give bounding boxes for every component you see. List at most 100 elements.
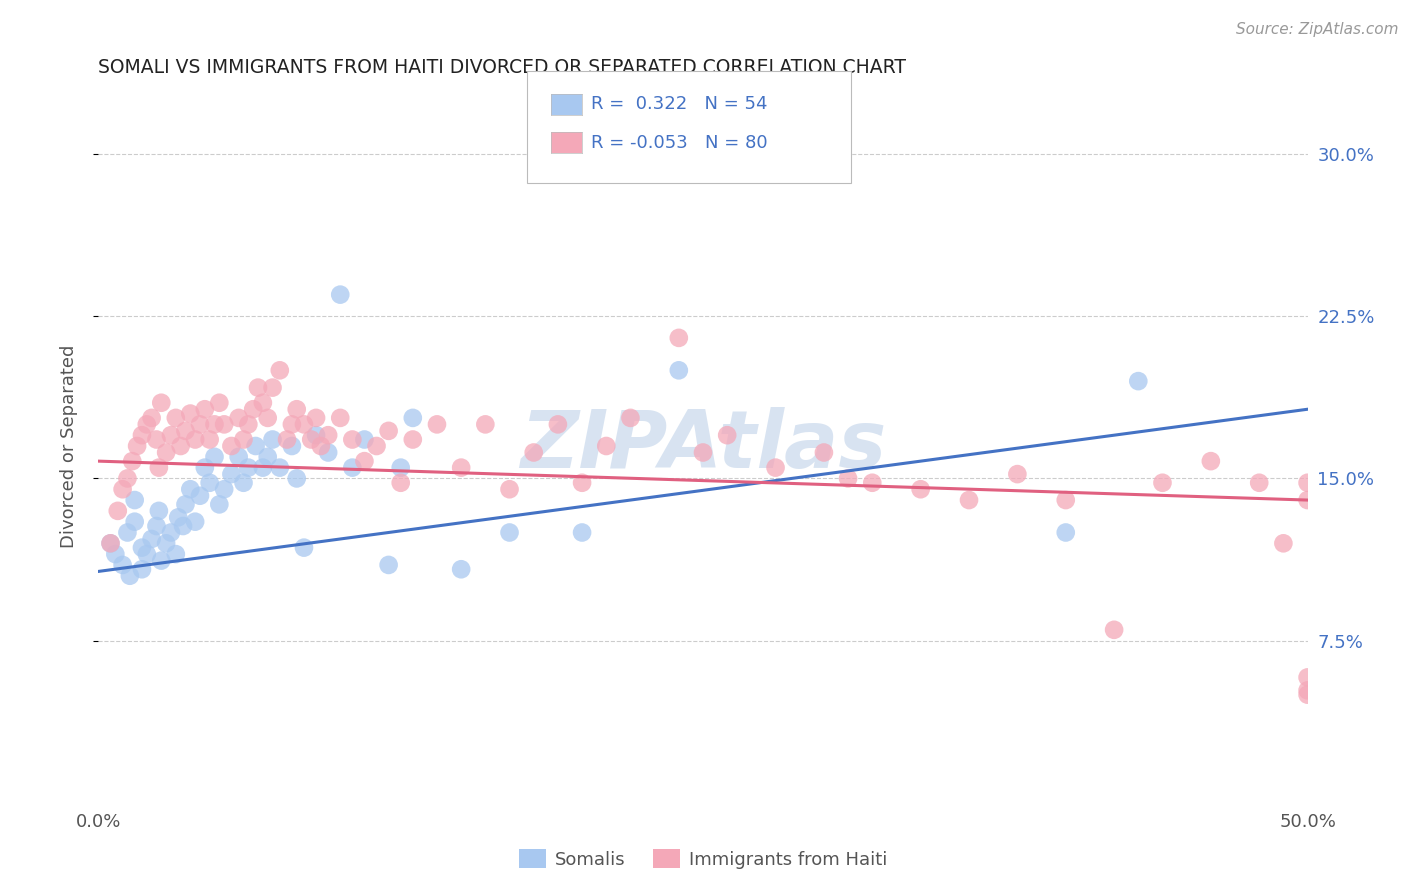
Point — [245, 439, 267, 453]
Point — [131, 428, 153, 442]
Point — [141, 410, 163, 425]
Point — [124, 493, 146, 508]
Point — [232, 433, 254, 447]
Point — [305, 410, 328, 425]
Point — [160, 428, 183, 442]
Point — [668, 331, 690, 345]
Point — [252, 460, 274, 475]
Point — [262, 381, 284, 395]
Text: R = -0.053   N = 80: R = -0.053 N = 80 — [591, 134, 768, 152]
Point — [179, 407, 201, 421]
Point — [145, 519, 167, 533]
Point — [619, 410, 641, 425]
Point — [292, 417, 315, 432]
Point — [377, 558, 399, 572]
Point — [242, 402, 264, 417]
Point — [167, 510, 190, 524]
Point — [450, 460, 472, 475]
Point — [1007, 467, 1029, 482]
Point — [221, 467, 243, 482]
Point — [124, 515, 146, 529]
Point — [100, 536, 122, 550]
Point — [366, 439, 388, 453]
Point — [148, 504, 170, 518]
Point — [204, 417, 226, 432]
Point — [402, 433, 425, 447]
Point — [172, 519, 194, 533]
Point — [668, 363, 690, 377]
Point — [498, 525, 520, 540]
Point — [174, 424, 197, 438]
Point — [281, 417, 304, 432]
Point — [426, 417, 449, 432]
Point — [377, 424, 399, 438]
Legend: Somalis, Immigrants from Haiti: Somalis, Immigrants from Haiti — [512, 842, 894, 876]
Point — [765, 460, 787, 475]
Point — [571, 525, 593, 540]
Point — [155, 536, 177, 550]
Point — [165, 410, 187, 425]
Point — [1128, 374, 1150, 388]
Point — [160, 525, 183, 540]
Point — [141, 532, 163, 546]
Point — [179, 482, 201, 496]
Point — [111, 558, 134, 572]
Point — [1296, 688, 1319, 702]
Point — [1054, 493, 1077, 508]
Text: ZIPAtlas: ZIPAtlas — [520, 407, 886, 485]
Point — [198, 475, 221, 490]
Point — [150, 396, 173, 410]
Point — [256, 410, 278, 425]
Point — [117, 525, 139, 540]
Point — [1102, 623, 1125, 637]
Point — [174, 497, 197, 511]
Point — [212, 417, 235, 432]
Point — [353, 433, 375, 447]
Point — [523, 445, 546, 459]
Point — [450, 562, 472, 576]
Point — [547, 417, 569, 432]
Point — [316, 445, 339, 459]
Point — [285, 471, 308, 485]
Point — [281, 439, 304, 453]
Point — [692, 445, 714, 459]
Point — [247, 381, 270, 395]
Point — [498, 482, 520, 496]
Text: Source: ZipAtlas.com: Source: ZipAtlas.com — [1236, 22, 1399, 37]
Point — [910, 482, 932, 496]
Point — [194, 402, 217, 417]
Point — [1296, 493, 1319, 508]
Point — [1272, 536, 1295, 550]
Point — [155, 445, 177, 459]
Point — [100, 536, 122, 550]
Point — [1296, 670, 1319, 684]
Point — [208, 497, 231, 511]
Point — [150, 553, 173, 567]
Point — [342, 460, 364, 475]
Point — [232, 475, 254, 490]
Point — [188, 417, 211, 432]
Point — [1249, 475, 1271, 490]
Point — [571, 475, 593, 490]
Point — [957, 493, 980, 508]
Point — [208, 396, 231, 410]
Point — [860, 475, 883, 490]
Point — [184, 515, 207, 529]
Point — [1054, 525, 1077, 540]
Point — [716, 428, 738, 442]
Point — [228, 450, 250, 464]
Y-axis label: Divorced or Separated: Divorced or Separated — [59, 344, 77, 548]
Point — [121, 454, 143, 468]
Point — [329, 410, 352, 425]
Point — [269, 460, 291, 475]
Point — [309, 439, 332, 453]
Point — [131, 541, 153, 555]
Point — [299, 433, 322, 447]
Point — [256, 450, 278, 464]
Point — [305, 428, 328, 442]
Point — [389, 460, 412, 475]
Text: SOMALI VS IMMIGRANTS FROM HAITI DIVORCED OR SEPARATED CORRELATION CHART: SOMALI VS IMMIGRANTS FROM HAITI DIVORCED… — [98, 57, 907, 77]
Point — [292, 541, 315, 555]
Point — [204, 450, 226, 464]
Point — [595, 439, 617, 453]
